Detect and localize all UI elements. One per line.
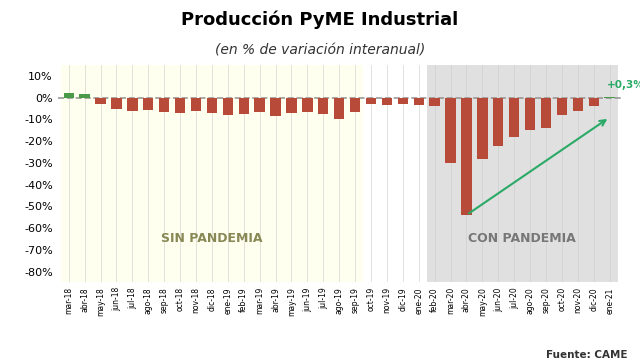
Bar [79,94,90,98]
Bar [381,98,392,105]
Bar [302,98,312,112]
Bar [127,98,138,111]
Bar [493,98,504,146]
Bar [61,65,363,282]
Bar [270,98,281,116]
Bar [461,98,472,215]
Text: Fuente: CAME: Fuente: CAME [546,350,627,361]
Bar [525,98,535,130]
Bar [366,98,376,104]
Bar [445,98,456,163]
Bar [363,65,427,282]
Bar [573,98,583,111]
Bar [207,98,217,113]
Bar [223,98,233,115]
Bar [541,98,551,128]
Text: CON PANDEMIA: CON PANDEMIA [468,232,576,245]
Bar [477,98,488,159]
Bar [397,98,408,104]
Text: (en % de variación interanual): (en % de variación interanual) [215,43,425,58]
Bar [413,98,424,105]
Bar [143,98,154,110]
Bar [589,98,599,106]
Bar [334,98,344,119]
Bar [159,98,170,112]
Text: +0,3%: +0,3% [607,80,640,90]
Bar [557,98,567,115]
Bar [255,98,265,112]
Bar [318,98,328,114]
Bar [111,98,122,109]
Bar [509,98,520,137]
Bar [191,98,201,111]
Bar [239,98,249,114]
Bar [429,98,440,106]
Bar [427,65,618,282]
Bar [95,98,106,104]
Bar [605,97,615,98]
Bar [286,98,297,113]
Bar [63,93,74,98]
Text: Producción PyME Industrial: Producción PyME Industrial [181,11,459,29]
Bar [175,98,185,113]
Bar [350,98,360,112]
Text: SIN PANDEMIA: SIN PANDEMIA [161,232,262,245]
